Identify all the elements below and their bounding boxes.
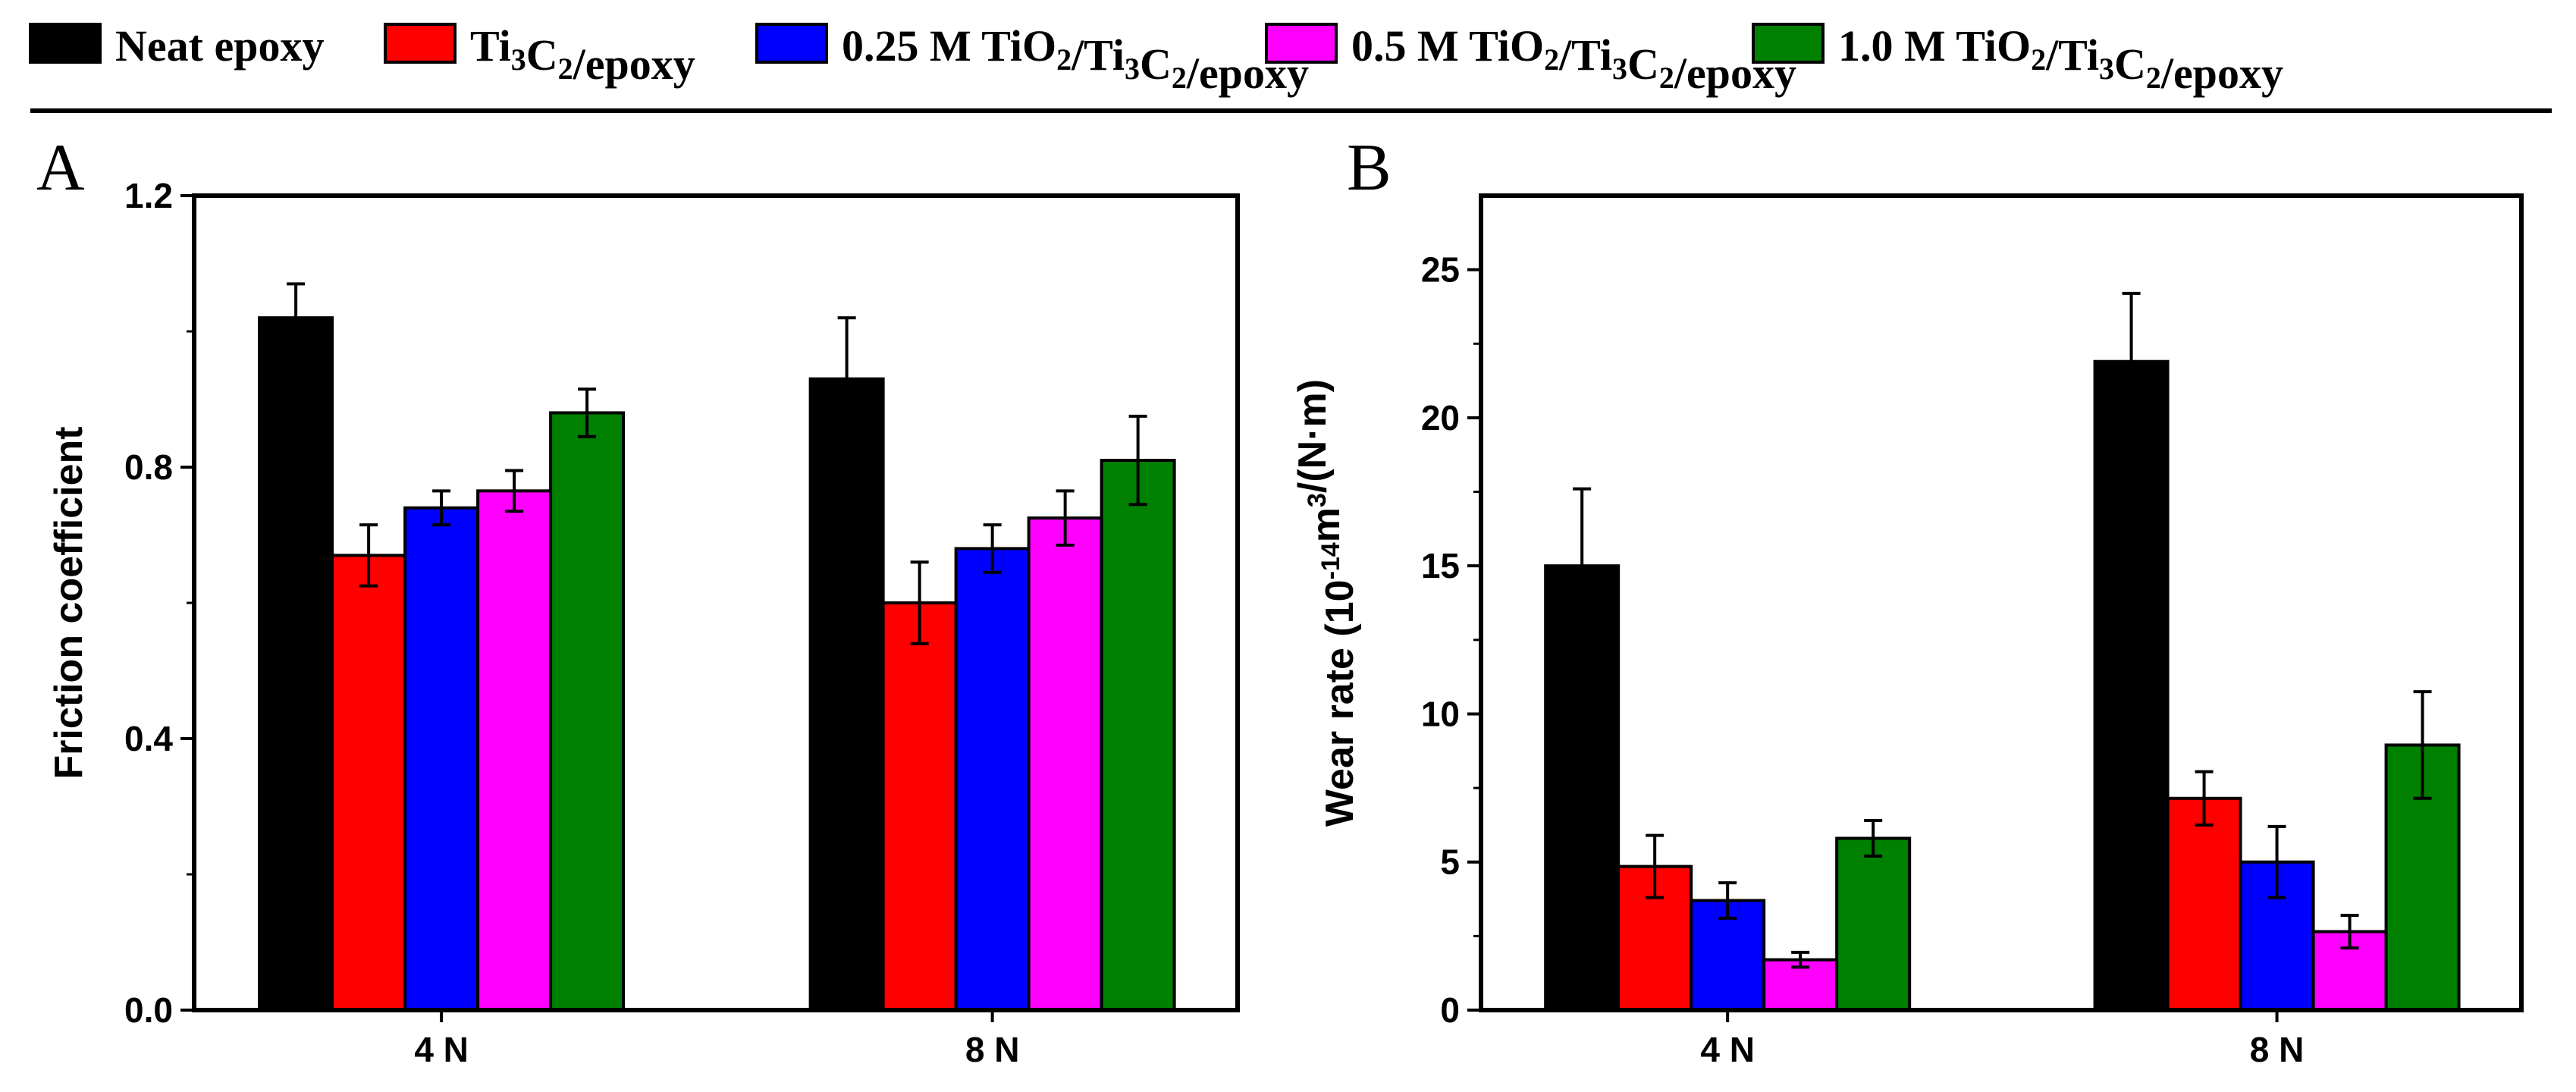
legend-label: Neat epoxy <box>115 21 324 71</box>
panel-letter: A <box>36 131 85 205</box>
y-axis-title: Wear rate (10-14m3/(N·m) <box>1291 379 1362 827</box>
error-bar <box>287 282 306 353</box>
y-tick-label: 25 <box>1421 250 1460 290</box>
legend-item: 1.0 M TiO2/Ti3C2/epoxy <box>1752 21 2283 98</box>
bar <box>1835 836 1912 1012</box>
error-bar <box>1718 881 1737 920</box>
error-bar <box>2413 690 2432 800</box>
error-bar <box>910 560 929 645</box>
error-bar <box>2267 824 2286 899</box>
y-tick-label: 0.4 <box>124 719 173 758</box>
plot-frame <box>1479 193 2524 1012</box>
bar <box>2166 796 2242 1012</box>
bar <box>954 547 1031 1012</box>
error-bar <box>2340 914 2359 949</box>
bar <box>258 316 334 1012</box>
error-bar <box>1056 489 1075 547</box>
bar <box>1100 459 1176 1012</box>
bar <box>331 554 407 1012</box>
x-tick-label: 8 N <box>2250 1030 2305 1069</box>
y-axis-title: Friction coefficient <box>47 426 91 779</box>
bar <box>808 377 885 1012</box>
error-bar <box>359 523 378 588</box>
panel-b-wear-rate-chart: B 4 N 8 N 0 5 10 15 20 25 Wear rate (10-14m3/(N·m… <box>1291 131 2524 1069</box>
panel-letter: B <box>1347 131 1392 205</box>
legend-item: Neat epoxy <box>29 21 324 71</box>
panel-a-friction-chart: A 4 N 8 N 0.0 0.4 0.8 1.2 Friction coefficient <box>36 131 1240 1069</box>
legend-label: 1.0 M TiO2/Ti3C2/epoxy <box>1838 21 2283 98</box>
legend: Neat epoxy Ti3C2/epoxy 0.25 M TiO2/Ti3C2/e… <box>29 21 2283 98</box>
error-bar <box>578 388 597 438</box>
bar <box>403 506 480 1012</box>
x-tick-label: 4 N <box>1700 1030 1755 1069</box>
y-tick-label: 15 <box>1421 546 1460 585</box>
error-bar <box>983 523 1002 574</box>
bar <box>2093 359 2170 1012</box>
legend-label: 0.5 M TiO2/Ti3C2/epoxy <box>1351 21 1796 98</box>
y-tick-label: 0.0 <box>124 990 173 1030</box>
error-bar <box>1128 414 1147 507</box>
y-tick-label: 0 <box>1440 990 1460 1030</box>
legend-swatch <box>1265 23 1338 64</box>
x-tick-label: 4 N <box>414 1030 469 1069</box>
error-bar <box>1573 487 1592 645</box>
legend-label: 0.25 M TiO2/Ti3C2/epoxy <box>842 21 1309 98</box>
x-tick-label: 8 N <box>965 1030 1020 1069</box>
error-bar <box>1791 950 1810 969</box>
error-bar <box>837 316 856 442</box>
error-bar <box>2122 291 2141 431</box>
error-bar <box>1646 833 1665 899</box>
legend-swatch <box>1752 23 1825 64</box>
error-bar <box>505 469 524 513</box>
y-tick-label: 5 <box>1440 843 1460 882</box>
bar <box>549 411 626 1012</box>
legend-label: Ti3C2/epoxy <box>470 21 695 89</box>
legend-item: 0.25 M TiO2/Ti3C2/epoxy <box>755 21 1309 98</box>
y-tick-label: 20 <box>1421 398 1460 438</box>
bar <box>476 489 553 1012</box>
error-bar <box>432 489 451 527</box>
legend-swatch <box>29 23 102 64</box>
legend-swatch <box>384 23 457 64</box>
y-tick-label: 1.2 <box>124 176 173 215</box>
error-bar <box>2195 770 2214 827</box>
y-tick-label: 10 <box>1421 694 1460 733</box>
error-bar <box>1864 819 1883 858</box>
y-tick-label: 0.8 <box>124 447 173 487</box>
legend-item: 0.5 M TiO2/Ti3C2/epoxy <box>1265 21 1796 98</box>
bar <box>1027 516 1103 1012</box>
bar <box>881 601 958 1012</box>
legend-swatch <box>755 23 828 64</box>
legend-item: Ti3C2/epoxy <box>384 21 695 89</box>
